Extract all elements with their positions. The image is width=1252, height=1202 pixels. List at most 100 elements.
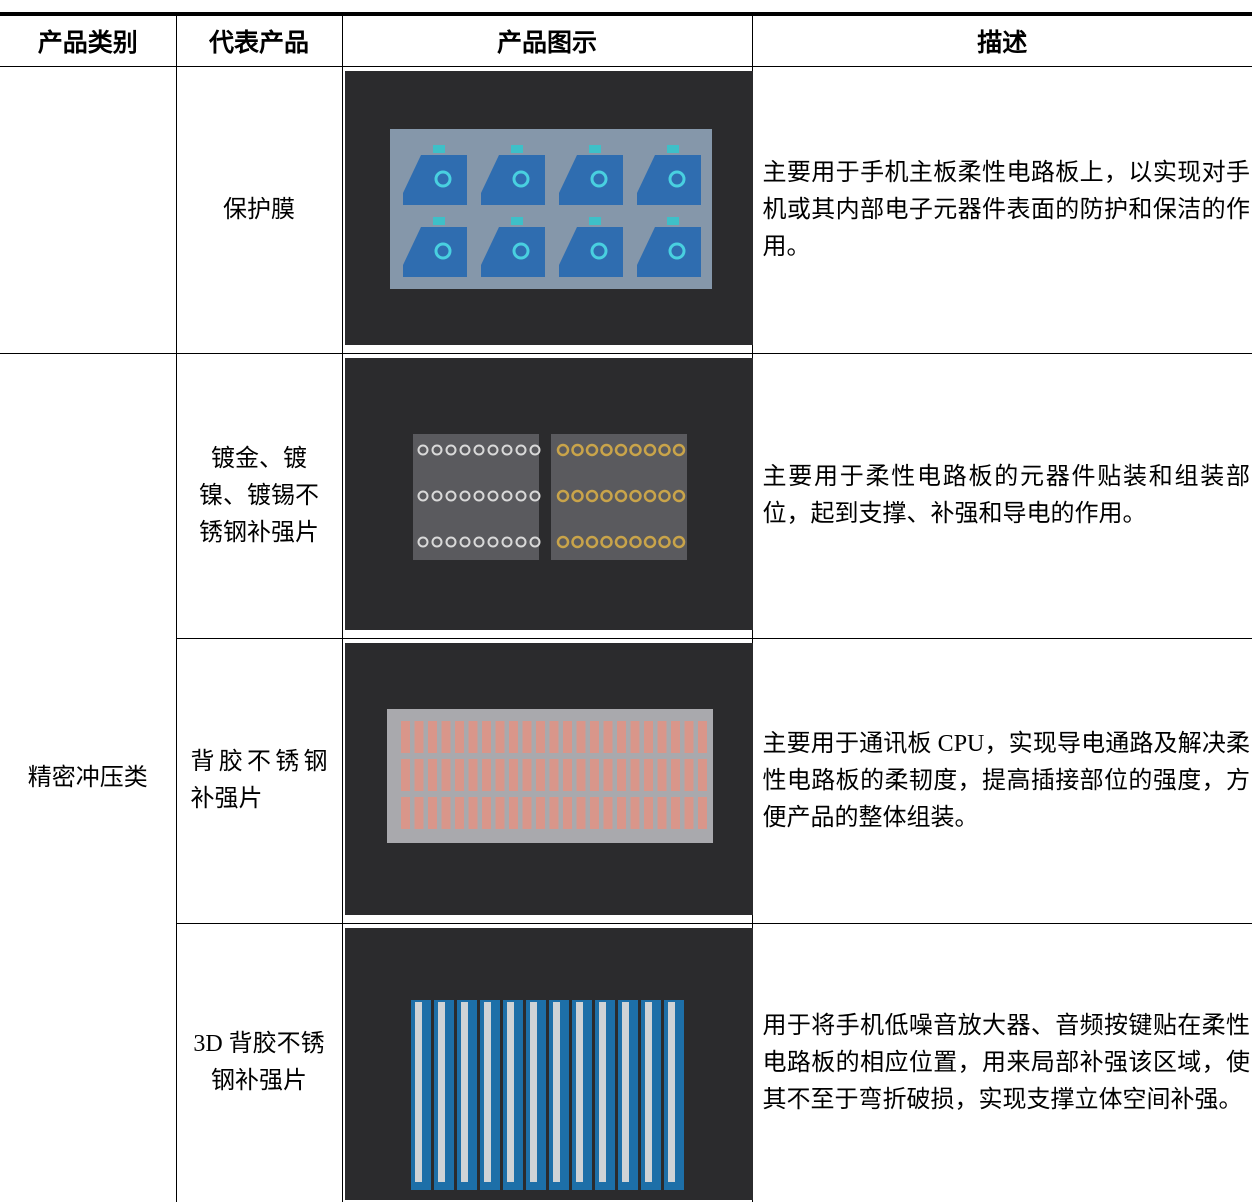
photo-shape [657,721,666,753]
photo-shape [698,797,707,829]
photo-shape [536,759,545,791]
photo-shape [590,797,599,829]
photo-shape [603,797,612,829]
photo-shape [630,759,639,791]
photo-shape [530,1002,537,1182]
photo-shape [667,217,679,225]
photo-shape [511,217,523,225]
photo-shape [438,1002,445,1182]
photo-shape [667,145,679,153]
photo-shape [461,1002,468,1182]
photo-shape [657,759,666,791]
product-table: 产品类别 代表产品 产品图示 描述 保护膜 主要用于手机主板柔性电路板上，以实现… [0,12,1252,1202]
description-cell: 主要用于手机主板柔性电路板上，以实现对手机或其内部电子元器件表面的防护和保洁的作… [752,67,1252,354]
photo-shape [536,721,545,753]
photo-shape [590,721,599,753]
photo-shape [433,145,445,153]
photo-shape [401,797,410,829]
photo-shape [644,759,653,791]
photo-shape [509,759,518,791]
photo-shape [522,759,531,791]
photo-shape [441,721,450,753]
photo-shape [576,1002,583,1182]
photo-shape [617,759,626,791]
photo-shape [441,797,450,829]
photo-shape [482,797,491,829]
photo-shape [684,759,693,791]
photo-shape [603,759,612,791]
photo-shape [428,759,437,791]
image-cell [342,924,752,1202]
photo-shape [433,217,445,225]
photo-shape [428,721,437,753]
photo-shape [671,797,680,829]
image-cell [342,639,752,924]
photo-shape [428,797,437,829]
photo-shape [590,759,599,791]
photo-shape [536,797,545,829]
product-cell: 背胶不锈钢补强片 [176,639,342,924]
photo-shape [549,721,558,753]
photo-shape [599,1002,606,1182]
photo-shape [415,1002,422,1182]
photo-shape [563,721,572,753]
row: 保护膜 主要用于手机主板柔性电路板上，以实现对手机或其内部电子元器件表面的防护和… [0,67,1252,354]
photo-shape [563,797,572,829]
photo-shape [698,759,707,791]
row: 精密冲压类 镀金、镀镍、镀锡不锈钢补强片 主要用于柔性电路板的元器件贴装和组装部… [0,354,1252,639]
photo-shape [414,759,423,791]
photo-shape [698,721,707,753]
photo-shape [563,759,572,791]
description-cell: 主要用于通讯板 CPU，实现导电通路及解决柔性电路板的柔韧度，提高插接部位的强度… [752,639,1252,924]
row: 背胶不锈钢补强片 主要用于通讯板 CPU，实现导电通路及解决柔性电路板的柔韧度，… [0,639,1252,924]
header-cell: 产品类别 [0,14,176,67]
header-cell: 描述 [752,14,1252,67]
photo-shape [482,721,491,753]
product-cell: 3D 背胶不锈钢补强片 [176,924,342,1202]
photo-shape [507,1002,514,1182]
photo-shape [495,797,504,829]
photo-shape [455,721,464,753]
product-cell: 镀金、镀镍、镀锡不锈钢补强片 [176,354,342,639]
row: 3D 背胶不锈钢补强片 用于将手机低噪音放大器、音频按键贴在柔性电路板的相应位置… [0,924,1252,1202]
photo-shape [468,759,477,791]
photo-shape [671,759,680,791]
photo-shape [414,797,423,829]
category-cell [0,67,176,354]
photo-shape [576,721,585,753]
photo-shape [644,721,653,753]
photo-shape [455,797,464,829]
photo-shape [622,1002,629,1182]
photo-shape [576,797,585,829]
photo-shape [549,759,558,791]
photo-shape [645,1002,652,1182]
product-photo [345,358,753,630]
photo-shape [630,797,639,829]
photo-shape [553,1002,560,1182]
category-cell: 精密冲压类 [0,354,176,1202]
photo-shape [401,721,410,753]
photo-shape [484,1002,491,1182]
product-photo [345,71,753,345]
header-cell: 代表产品 [176,14,342,67]
photo-shape [455,759,464,791]
photo-shape [617,797,626,829]
photo-shape [589,145,601,153]
photo-shape [495,721,504,753]
photo-shape [549,797,558,829]
photo-shape [684,797,693,829]
photo-shape [522,721,531,753]
photo-shape [414,721,423,753]
description-cell: 主要用于柔性电路板的元器件贴装和组装部位，起到支撑、补强和导电的作用。 [752,354,1252,639]
photo-shape [671,721,680,753]
photo-shape [509,721,518,753]
photo-shape [630,721,639,753]
photo-shape [482,759,491,791]
photo-shape [576,759,585,791]
photo-shape [522,797,531,829]
product-photo [345,928,753,1200]
photo-shape [509,797,518,829]
photo-shape [511,145,523,153]
image-cell [342,354,752,639]
